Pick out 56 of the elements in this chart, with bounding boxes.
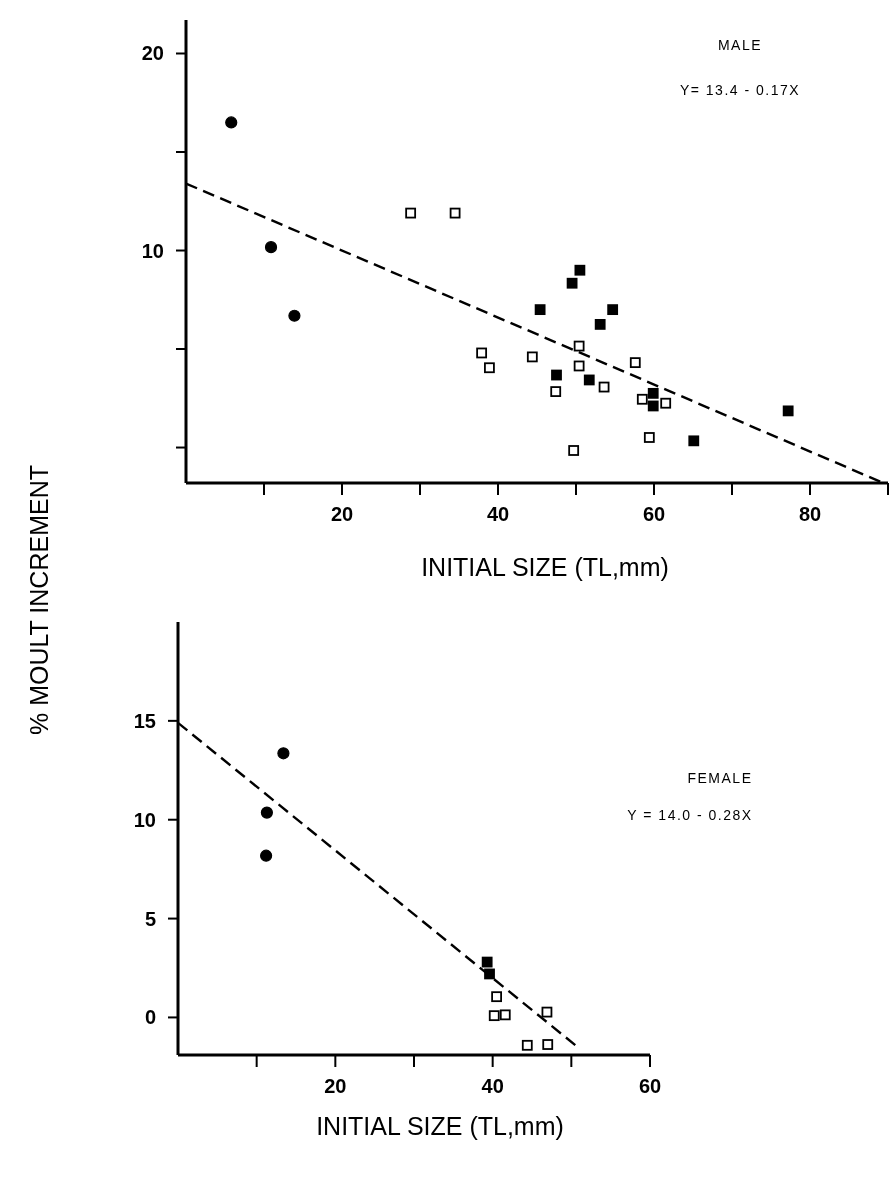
point [573, 340, 585, 352]
point [573, 360, 585, 372]
point [542, 1039, 554, 1050]
y-axis-title: % MOULT INCREMENT [25, 465, 53, 735]
point [277, 747, 290, 760]
point [499, 1009, 511, 1021]
point [534, 304, 546, 316]
point [636, 393, 648, 405]
point [782, 405, 794, 417]
y-tick-label: 0 [144, 1006, 156, 1029]
point [583, 374, 595, 386]
point [260, 849, 273, 862]
point [574, 264, 586, 276]
point [594, 319, 606, 330]
point [688, 435, 700, 447]
x-axis-title: INITIAL SIZE (TL,mm) [316, 1112, 564, 1140]
point [484, 362, 495, 374]
point [550, 386, 562, 397]
x-tick-label: 20 [324, 1075, 347, 1097]
point [526, 351, 538, 363]
x-tick-label: 60 [638, 1075, 662, 1097]
point [643, 432, 655, 443]
point [449, 207, 461, 219]
annotation: MALE [717, 37, 763, 53]
point [488, 1010, 500, 1022]
annotation: Y = 14.0 - 0.28X [627, 807, 753, 823]
text: FEMALE [687, 770, 753, 786]
point [607, 304, 619, 316]
point [629, 357, 641, 369]
point [566, 277, 578, 289]
y-tick-label: 10 [133, 808, 156, 831]
point [264, 241, 278, 254]
y-tick-label: 15 [133, 709, 156, 732]
point [647, 400, 659, 412]
point [405, 207, 417, 219]
y-tick-label: 10 [141, 239, 164, 262]
x-tick-label: 40 [481, 1075, 504, 1097]
point [660, 397, 672, 409]
point [647, 387, 659, 399]
point [551, 369, 562, 381]
x-axis-title: INITIAL SIZE (TL,mm) [421, 553, 669, 581]
x-tick-label: 60 [642, 503, 666, 525]
point [521, 1039, 533, 1051]
point [481, 956, 493, 968]
x-tick-label: 80 [798, 503, 822, 525]
point [260, 806, 273, 819]
point [568, 445, 580, 456]
x-tick-label: 20 [330, 503, 354, 525]
point [225, 116, 238, 129]
y-tick-label: 5 [144, 907, 156, 930]
point [476, 347, 488, 359]
x-tick-label: 40 [486, 503, 510, 525]
annotation: Y= 13.4 - 0.17X [679, 82, 801, 98]
point [288, 309, 301, 322]
point [491, 991, 502, 1003]
y-tick-label: 20 [141, 42, 164, 65]
